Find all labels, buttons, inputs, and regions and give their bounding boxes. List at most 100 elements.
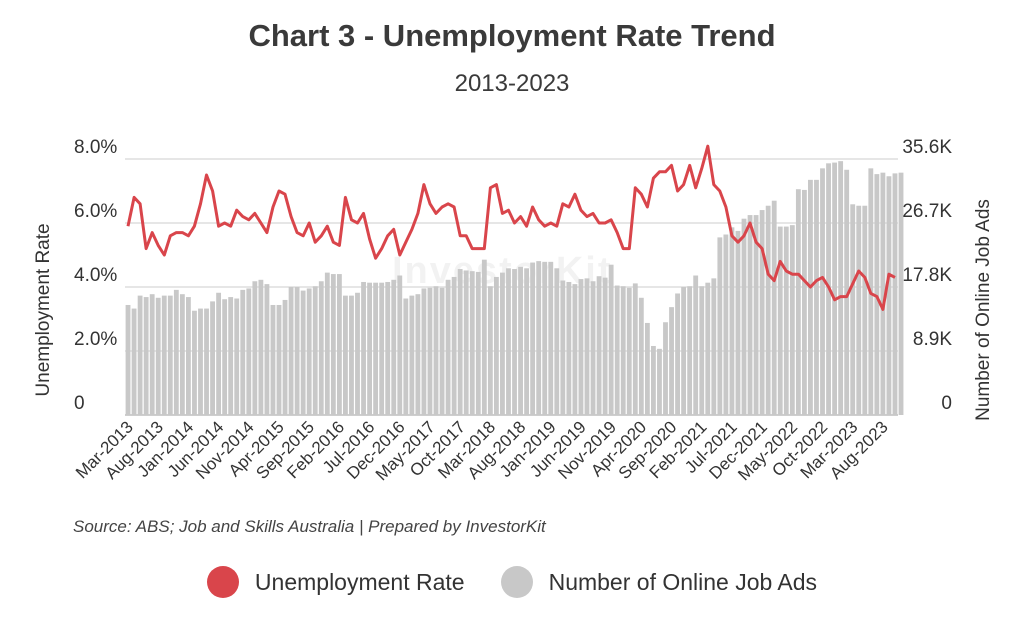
legend-swatch-job-ads <box>500 566 533 598</box>
job-ads-bar <box>632 283 638 415</box>
job-ads-bar <box>349 295 354 415</box>
job-ads-bar <box>801 189 807 415</box>
job-ads-bar <box>572 284 578 415</box>
job-ads-bar <box>548 261 554 415</box>
unemployment-rate-line <box>126 144 896 311</box>
job-ads-bar <box>602 277 608 415</box>
job-ads-bar <box>500 272 505 415</box>
job-ads-bar <box>669 307 674 415</box>
y2-tick-label: 0 <box>941 393 952 414</box>
job-ads-bar <box>469 271 475 415</box>
job-ads-bar <box>282 299 288 415</box>
job-ads-bar <box>608 264 614 415</box>
y2-tick-label: 26.7K <box>902 201 952 222</box>
job-ads-bar <box>638 297 644 415</box>
job-ads-bar <box>246 288 252 415</box>
job-ads-bar <box>336 274 342 415</box>
job-ads-bar <box>506 268 511 415</box>
y-tick-label: 6.0% <box>74 201 117 222</box>
job-ads-bar <box>536 261 542 415</box>
legend-item-unemployment[interactable]: Unemployment Rate <box>206 566 465 598</box>
job-ads-bar <box>415 294 421 415</box>
job-ads-bar <box>391 279 397 415</box>
job-ads-bar <box>421 288 427 415</box>
job-ads-bar <box>681 287 687 415</box>
y2-axis-label: Number of Online Job Ads <box>973 199 994 421</box>
job-ads-bar <box>820 168 825 415</box>
job-ads-bar <box>711 278 717 415</box>
legend-item-job-ads[interactable]: Number of Online Job Ads <box>500 566 818 598</box>
job-ads-bar <box>258 279 264 415</box>
job-ads-bar <box>717 237 723 415</box>
job-ads-bar <box>566 281 572 415</box>
legend-label-job-ads: Number of Online Job Ads <box>548 568 818 595</box>
job-ads-bar <box>844 169 850 415</box>
job-ads-bar <box>777 226 783 415</box>
job-ads-bar <box>457 269 463 415</box>
job-ads-bar <box>379 282 385 415</box>
job-ads-bar <box>795 189 801 415</box>
job-ads-bar <box>234 298 240 415</box>
job-ads-bar <box>814 179 819 415</box>
job-ads-bar <box>367 282 372 415</box>
job-ads-bar <box>216 292 222 415</box>
job-ads-bar <box>590 281 596 415</box>
job-ads-bar <box>578 279 584 415</box>
job-ads-bar <box>524 268 530 415</box>
job-ads-bar <box>530 262 536 415</box>
job-ads-bar <box>886 176 892 415</box>
y-tick-label: 0 <box>74 393 85 414</box>
y-axis-label: Unemployment Rate <box>33 223 54 396</box>
job-ads-bar <box>252 281 258 415</box>
job-ads-bar <box>596 276 602 415</box>
job-ads-bar <box>657 348 662 415</box>
job-ads-bar <box>276 304 282 415</box>
job-ads-bar <box>161 295 167 415</box>
job-ads-bar <box>808 179 813 415</box>
job-ads-bar <box>433 286 439 415</box>
line-series <box>126 144 896 311</box>
job-ads-bar <box>306 288 312 415</box>
job-ads-bar <box>330 274 336 415</box>
job-ads-bar <box>210 301 215 415</box>
y-tick-label: 2.0% <box>74 329 117 350</box>
job-ads-bar <box>493 276 499 415</box>
job-ads-bar <box>892 173 898 415</box>
job-ads-bar <box>898 172 904 415</box>
job-ads-bar <box>850 204 856 415</box>
job-ads-bar <box>741 218 747 415</box>
job-ads-bar <box>512 269 517 415</box>
job-ads-bar <box>294 287 300 415</box>
job-ads-bar <box>475 271 481 415</box>
job-ads-bar <box>771 200 777 415</box>
job-ads-bar <box>487 286 493 415</box>
y-tick-label: 8.0% <box>74 137 117 158</box>
job-ads-bar <box>397 275 403 415</box>
legend-label-unemployment: Unemployment Rate <box>254 568 465 595</box>
job-ads-bar <box>264 284 270 415</box>
job-ads-bar <box>560 280 566 415</box>
job-ads-bar <box>439 287 445 415</box>
y-axis-right: 0 8.9K 17.8K 26.7K 35.6K <box>902 137 952 414</box>
y-axis-left: 0 2.0% 4.0% 6.0% 8.0% <box>74 137 117 414</box>
job-ads-bar <box>705 282 711 415</box>
job-ads-bar <box>198 308 203 415</box>
job-ads-bar <box>355 292 360 415</box>
job-ads-bar <box>584 278 590 415</box>
job-ads-bar <box>729 227 735 415</box>
legend-swatch-unemployment <box>206 566 239 598</box>
job-ads-bar <box>463 270 469 415</box>
job-ads-bar <box>651 345 656 415</box>
job-ads-bar <box>699 286 705 415</box>
job-ads-bar <box>222 299 228 415</box>
job-ads-bar <box>173 289 179 415</box>
job-ads-bar <box>427 287 433 415</box>
job-ads-bar <box>832 162 838 415</box>
job-ads-bar <box>167 295 173 415</box>
job-ads-bar <box>753 215 759 415</box>
job-ads-bar <box>403 298 409 415</box>
job-ads-bar <box>880 172 886 415</box>
bar-series <box>125 161 904 415</box>
job-ads-bar <box>626 287 632 415</box>
job-ads-bar <box>445 279 451 415</box>
